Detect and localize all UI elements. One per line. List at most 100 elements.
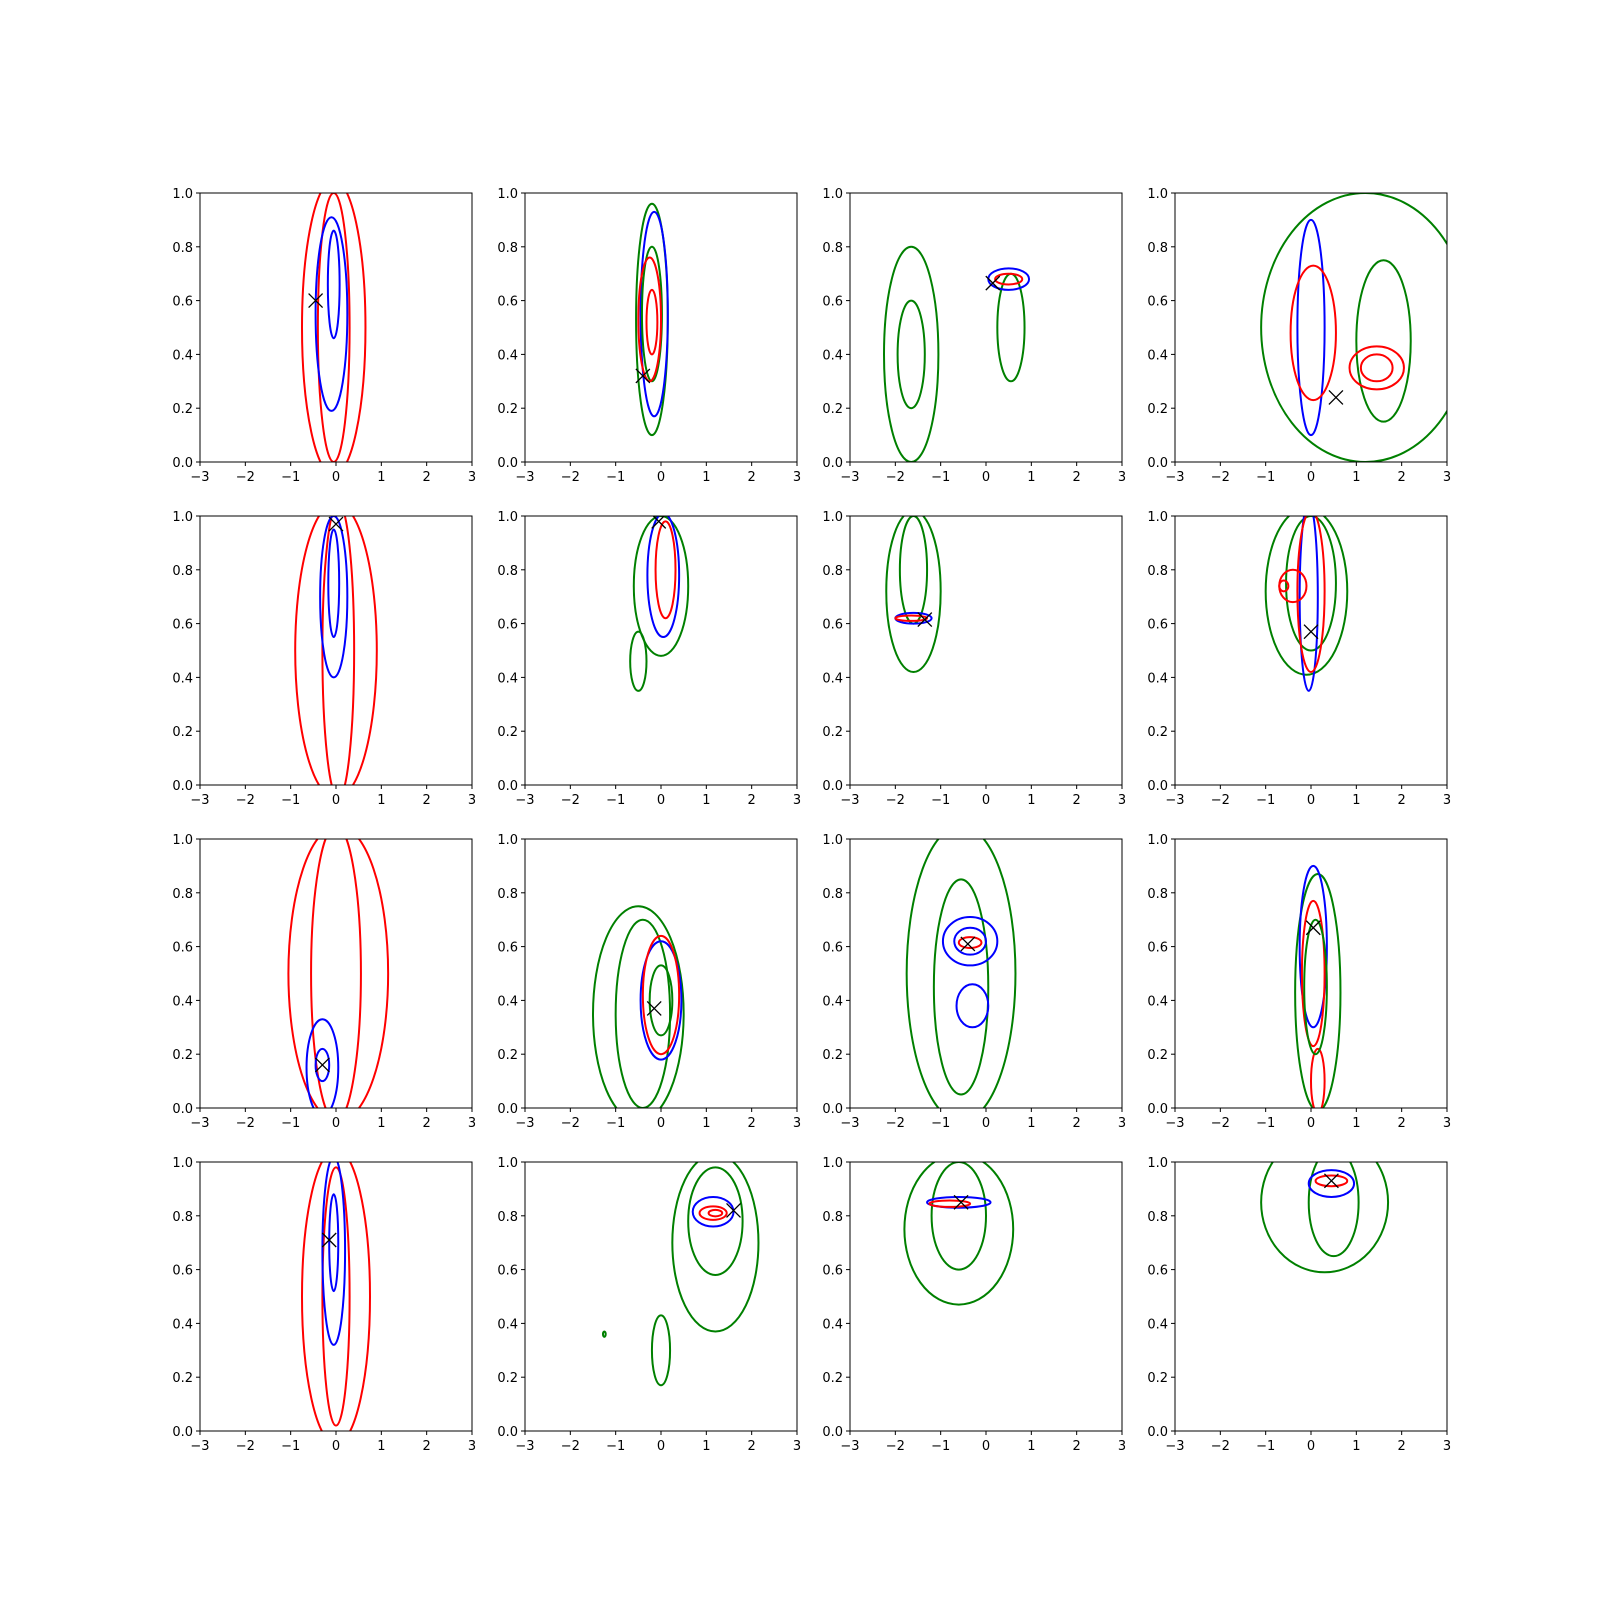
y-tick-label: 0.2 (172, 1048, 193, 1063)
blue-contour-line (926, 1195, 992, 1209)
x-tick-label: 1 (702, 793, 710, 808)
blue-contour-line (646, 516, 681, 639)
x-tick-label: −1 (1256, 470, 1275, 485)
y-tick-label: 0.2 (1147, 725, 1168, 740)
x-marker (726, 1202, 741, 1218)
blue-contour-line (319, 516, 349, 679)
x-tick-label: −2 (236, 793, 255, 808)
subplot-6: −3 −2 −1 0 1 2 3 0.0 0.2 0.4 0.6 0.8 1.0 (497, 510, 801, 808)
y-tick-label: 1.0 (172, 833, 193, 848)
x-tick-label: −2 (236, 1116, 255, 1131)
x-tick-label: −3 (515, 793, 534, 808)
y-tick-label: 0.0 (172, 779, 193, 794)
x-tick-label: −3 (1165, 1439, 1184, 1454)
red-contour-line (994, 272, 1024, 286)
green-contour-line (1264, 516, 1349, 676)
x-tick-label: 1 (702, 1116, 710, 1131)
x-tick-label: 0 (332, 1116, 340, 1131)
red-contour-line (1314, 1174, 1349, 1188)
green-contour-line (903, 1162, 1015, 1306)
x-tick-label: −3 (840, 793, 859, 808)
y-tick-label: 0.6 (497, 618, 518, 633)
axes-frame (1174, 192, 1448, 463)
x-marker (635, 368, 651, 384)
green-contour-line (687, 1166, 744, 1276)
x-tick-label: −3 (190, 1439, 209, 1454)
y-tick-label: 1.0 (822, 833, 843, 848)
x-tick-label: 2 (1398, 1116, 1406, 1131)
y-tick-label: 0.4 (497, 994, 518, 1009)
red-contour-line (1310, 1047, 1326, 1108)
red-contour-line (294, 516, 378, 785)
y-tick-label: 1.0 (1147, 833, 1168, 848)
green-contour-line (632, 516, 690, 657)
x-tick-label: −3 (1165, 1116, 1184, 1131)
y-tick-label: 0.8 (822, 887, 843, 902)
y-tick-label: 0.0 (497, 456, 518, 471)
green-contour-line (592, 905, 685, 1108)
green-contour-line (885, 516, 942, 673)
y-tick-label: 0.2 (172, 725, 193, 740)
subplot-1: −3 −2 −1 0 1 2 3 0.0 0.2 0.4 0.6 0.8 1.0 (172, 187, 476, 485)
x-tick-label: −1 (1256, 1116, 1275, 1131)
x-tick-label: 1 (1352, 1116, 1360, 1131)
green-contour-line (1285, 516, 1337, 652)
x-marker (314, 1057, 330, 1073)
x-tick-label: 1 (377, 470, 385, 485)
x-tick-label: 3 (468, 1116, 476, 1131)
y-tick-label: 0.0 (172, 1425, 193, 1440)
green-contour-line (932, 878, 990, 1096)
x-tick-label: −3 (190, 1116, 209, 1131)
y-tick-label: 0.2 (497, 725, 518, 740)
x-marker (328, 516, 344, 532)
x-tick-label: 3 (1443, 1116, 1451, 1131)
y-tick-label: 0.6 (497, 941, 518, 956)
y-tick-label: 1.0 (497, 187, 518, 202)
blue-contour-line (941, 916, 999, 967)
y-tick-label: 0.4 (497, 348, 518, 363)
red-contour-line (1278, 579, 1290, 593)
y-tick-label: 0.8 (497, 887, 518, 902)
red-contour-line (645, 288, 659, 356)
y-tick-label: 0.0 (497, 779, 518, 794)
x-tick-label: 2 (748, 1116, 756, 1131)
x-tick-label: 1 (1027, 470, 1035, 485)
x-tick-label: −3 (1165, 470, 1184, 485)
red-contour-line (1278, 568, 1308, 604)
red-contour-line (894, 614, 929, 622)
y-tick-label: 0.6 (822, 941, 843, 956)
subplot-4: −3 −2 −1 0 1 2 3 0.0 0.2 0.4 0.6 0.8 1.0 (1147, 187, 1451, 485)
contour-group (601, 1162, 760, 1387)
blue-contour-line (314, 1047, 331, 1083)
green-contour-line (650, 1314, 672, 1387)
y-tick-label: 0.0 (172, 1102, 193, 1117)
y-tick-label: 0.2 (1147, 402, 1168, 417)
y-tick-label: 0.4 (497, 1317, 518, 1332)
axes-frame (524, 515, 798, 786)
x-tick-label: −1 (606, 470, 625, 485)
y-tick-label: 0.0 (497, 1102, 518, 1117)
x-tick-label: 0 (1307, 1116, 1315, 1131)
blue-contour-line (639, 210, 669, 418)
blue-contour-line (305, 1018, 340, 1108)
x-tick-label: 0 (332, 793, 340, 808)
x-tick-label: −1 (1256, 1439, 1275, 1454)
y-tick-label: 0.0 (822, 456, 843, 471)
green-contour-line (1307, 1162, 1360, 1258)
y-tick-label: 0.4 (822, 348, 843, 363)
x-tick-label: 1 (1352, 1439, 1360, 1454)
subplot-7: −3 −2 −1 0 1 2 3 0.0 0.2 0.4 0.6 0.8 1.0 (822, 510, 1126, 808)
y-tick-label: 0.8 (172, 564, 193, 579)
y-tick-label: 0.2 (822, 1371, 843, 1386)
y-tick-label: 0.4 (172, 1317, 193, 1332)
y-tick-label: 0.8 (822, 564, 843, 579)
blue-contour-line (639, 940, 683, 1061)
y-tick-label: 0.0 (172, 456, 193, 471)
green-contour-line (883, 245, 940, 462)
x-tick-label: 0 (1307, 470, 1315, 485)
green-contour-line (930, 1162, 987, 1271)
x-tick-label: 0 (982, 1116, 990, 1131)
red-contour-line (301, 193, 367, 462)
x-tick-label: −1 (281, 1116, 300, 1131)
x-tick-label: −3 (840, 470, 859, 485)
